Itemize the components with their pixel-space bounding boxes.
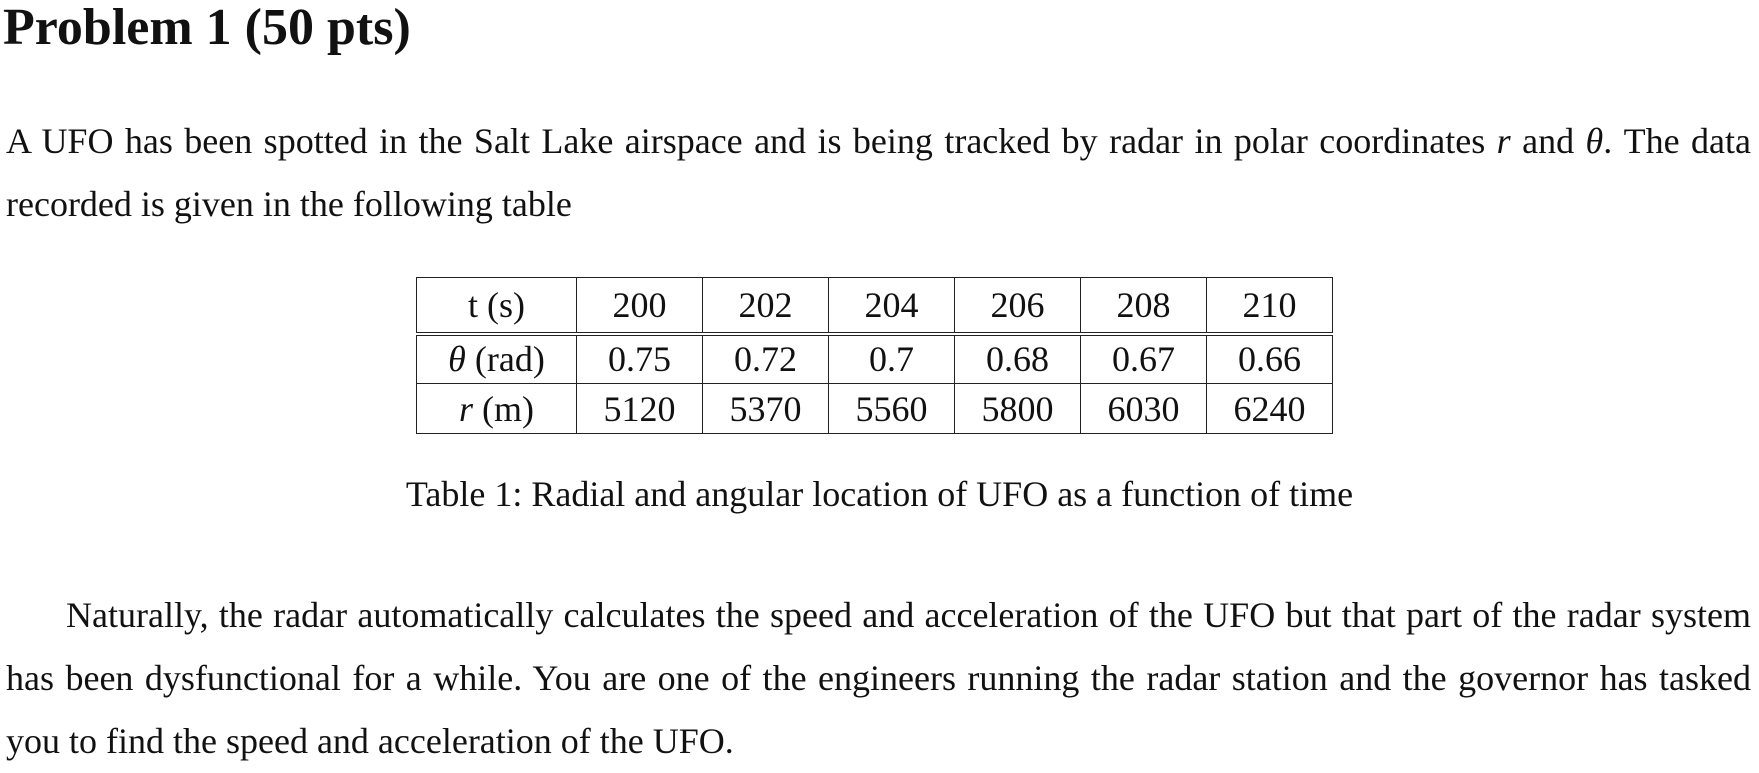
table-cell: 6240 (1206, 383, 1333, 434)
table-cell: 6030 (1080, 383, 1207, 434)
time-label: t (s) (468, 284, 525, 325)
table-cell: 204 (828, 277, 955, 336)
body-paragraph: Naturally, the radar automatically calcu… (6, 595, 1751, 761)
table-cell: 0.67 (1080, 333, 1207, 384)
table-row-radius: r (m) 5120 5370 5560 5800 6030 6240 (416, 383, 1333, 434)
r-label-symbol: r (459, 388, 474, 429)
r-label-unit: (m) (473, 388, 534, 429)
table-row-theta: θ (rad) 0.75 0.72 0.7 0.68 0.67 0.66 (416, 333, 1333, 384)
table-cell: 5560 (828, 383, 955, 434)
ufo-data-table: t (s) 200 202 204 206 208 210 θ (rad) 0.… (416, 277, 1333, 434)
table-cell: 200 (576, 277, 703, 336)
row-header-theta: θ (rad) (416, 333, 577, 384)
problem-heading: Problem 1 (50 pts) (3, 0, 411, 56)
row-header-radius: r (m) (416, 383, 577, 434)
table-cell: 0.68 (954, 333, 1081, 384)
table-cell: 206 (954, 277, 1081, 336)
table-cell: 0.7 (828, 333, 955, 384)
table-row-time: t (s) 200 202 204 206 208 210 (416, 277, 1333, 336)
row-header-time: t (s) (416, 277, 577, 336)
table-cell: 202 (702, 277, 829, 336)
theta-symbol: θ (1585, 121, 1604, 161)
table-cell: 0.75 (576, 333, 703, 384)
table-cell: 0.72 (702, 333, 829, 384)
r-symbol: r (1496, 121, 1511, 161)
table-cell: 0.66 (1206, 333, 1333, 384)
intro-text-1: A UFO has been spotted in the Salt Lake … (6, 121, 1497, 161)
table-cell: 5370 (702, 383, 829, 434)
table-caption: Table 1: Radial and angular location of … (405, 474, 1354, 514)
intro-paragraph: A UFO has been spotted in the Salt Lake … (6, 110, 1751, 236)
table-cell: 5800 (954, 383, 1081, 434)
intro-text-and: and (1510, 121, 1586, 161)
theta-label-unit: (rad) (465, 339, 545, 380)
table-cell: 208 (1080, 277, 1207, 336)
table-cell: 210 (1206, 277, 1333, 336)
table-cell: 5120 (576, 383, 703, 434)
intro-text-2: . The data recorded is given in the foll… (6, 121, 1751, 224)
theta-label-symbol: θ (448, 339, 466, 380)
